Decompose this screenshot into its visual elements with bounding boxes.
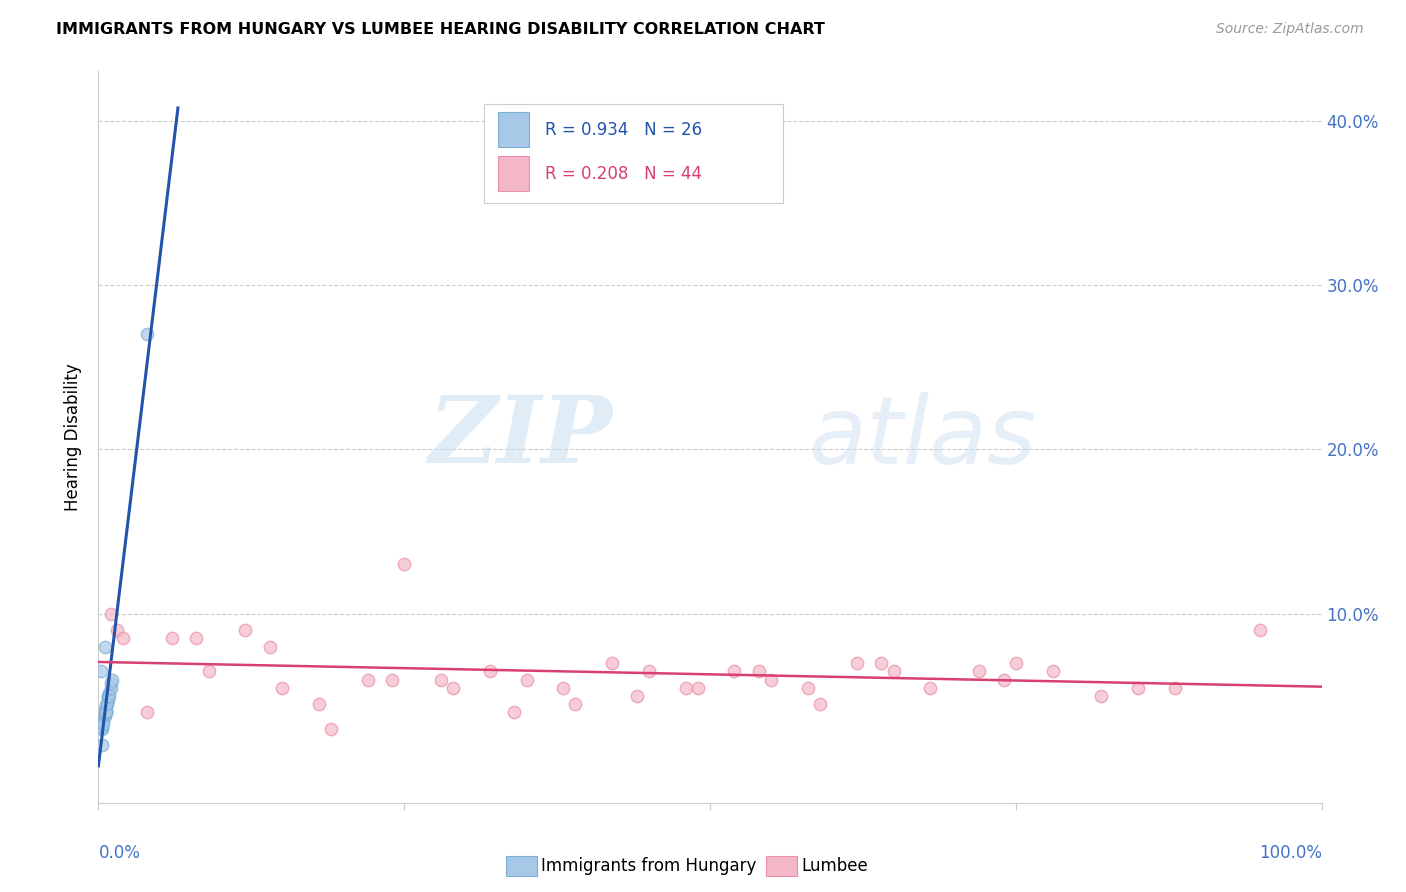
Point [93, 706, 115, 721]
Point [97, 689, 120, 703]
FancyBboxPatch shape [498, 156, 529, 191]
Point [600, 656, 623, 670]
Text: atlas: atlas [808, 392, 1036, 483]
Point [98, 689, 121, 703]
Point [748, 665, 770, 679]
Point [93, 702, 115, 716]
Point [93, 708, 115, 723]
Point [197, 665, 219, 679]
Point [430, 673, 453, 687]
Point [91, 720, 114, 734]
Point [993, 673, 1015, 687]
Point [564, 697, 586, 711]
Point [90, 665, 112, 679]
Point [1249, 624, 1271, 638]
Point [1090, 689, 1112, 703]
Point [96, 696, 118, 710]
Point [94, 706, 117, 720]
Point [91, 714, 114, 728]
Point [100, 681, 122, 695]
Point [94, 706, 117, 720]
Point [626, 689, 648, 703]
Text: 100.0%: 100.0% [1258, 844, 1322, 862]
Point [94, 698, 117, 713]
Point [441, 681, 464, 695]
Point [686, 681, 709, 695]
Point [392, 558, 416, 572]
Point [96, 696, 118, 710]
Point [1042, 665, 1064, 679]
Point [160, 632, 183, 646]
Point [93, 640, 115, 654]
Point [308, 697, 330, 711]
Point [723, 665, 745, 679]
Y-axis label: Hearing Disability: Hearing Disability [65, 363, 83, 511]
Point [797, 681, 820, 695]
Point [259, 640, 281, 654]
FancyBboxPatch shape [484, 104, 783, 203]
Point [270, 681, 294, 695]
Text: ZIP: ZIP [427, 392, 612, 482]
Point [515, 673, 537, 687]
Text: R = 0.208   N = 44: R = 0.208 N = 44 [546, 165, 702, 183]
Point [870, 656, 893, 670]
Text: Immigrants from Hungary: Immigrants from Hungary [541, 857, 756, 875]
Point [100, 675, 122, 690]
Point [97, 689, 120, 703]
Point [761, 673, 783, 687]
Point [91, 739, 114, 753]
Point [98, 686, 121, 700]
Point [845, 656, 868, 670]
Point [101, 673, 124, 687]
Point [381, 673, 404, 687]
Point [1004, 656, 1026, 670]
Point [111, 632, 134, 646]
Point [97, 692, 120, 706]
Point [675, 681, 697, 695]
Point [920, 681, 942, 695]
Point [883, 665, 905, 679]
Text: Source: ZipAtlas.com: Source: ZipAtlas.com [1216, 22, 1364, 37]
Point [967, 665, 990, 679]
Point [356, 673, 378, 687]
Point [94, 704, 117, 718]
Point [100, 607, 122, 621]
Point [136, 706, 159, 720]
Point [186, 632, 208, 646]
Point [1128, 681, 1150, 695]
Point [1164, 681, 1187, 695]
Point [233, 624, 256, 638]
Point [91, 722, 114, 736]
Point [319, 722, 342, 736]
Text: R = 0.934   N = 26: R = 0.934 N = 26 [546, 121, 702, 139]
Point [91, 717, 114, 731]
Point [503, 706, 526, 720]
Point [478, 665, 501, 679]
FancyBboxPatch shape [498, 112, 529, 147]
Point [96, 697, 118, 711]
Point [638, 665, 661, 679]
Text: IMMIGRANTS FROM HUNGARY VS LUMBEE HEARING DISABILITY CORRELATION CHART: IMMIGRANTS FROM HUNGARY VS LUMBEE HEARIN… [56, 22, 825, 37]
Point [136, 327, 159, 342]
Point [553, 681, 575, 695]
Text: 0.0%: 0.0% [98, 844, 141, 862]
Text: Lumbee: Lumbee [801, 857, 868, 875]
Point [105, 624, 128, 638]
Point [808, 697, 831, 711]
